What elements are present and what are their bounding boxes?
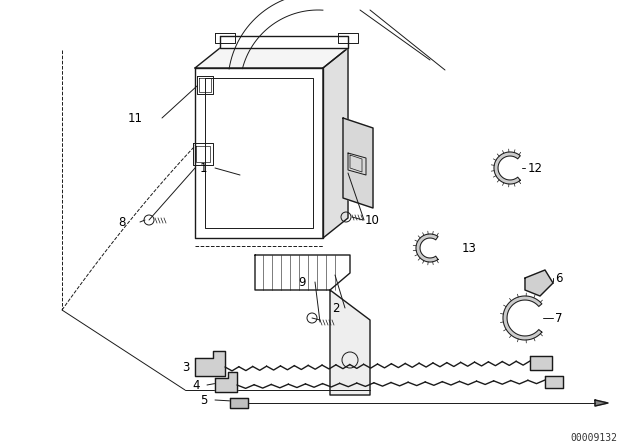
Text: 8: 8 <box>118 215 125 228</box>
Text: 4: 4 <box>192 379 200 392</box>
Text: 3: 3 <box>182 361 189 374</box>
Polygon shape <box>343 118 373 208</box>
Text: 11: 11 <box>128 112 143 125</box>
Polygon shape <box>255 255 350 290</box>
Polygon shape <box>195 68 323 238</box>
Text: 6: 6 <box>555 271 563 284</box>
Polygon shape <box>525 270 553 296</box>
Polygon shape <box>215 372 237 392</box>
Polygon shape <box>230 398 248 408</box>
Polygon shape <box>330 290 370 395</box>
Text: 13: 13 <box>462 241 477 254</box>
Polygon shape <box>494 152 520 184</box>
Polygon shape <box>503 296 542 340</box>
Text: 12: 12 <box>528 161 543 175</box>
Text: 10: 10 <box>365 214 380 227</box>
Polygon shape <box>545 376 563 388</box>
Polygon shape <box>195 351 225 376</box>
Polygon shape <box>530 356 552 370</box>
Text: 7: 7 <box>555 311 563 324</box>
Polygon shape <box>195 48 348 68</box>
Text: 2: 2 <box>332 302 339 314</box>
Polygon shape <box>220 36 348 48</box>
Text: 00009132: 00009132 <box>570 433 617 443</box>
Polygon shape <box>323 48 348 238</box>
Text: 5: 5 <box>200 393 207 406</box>
Text: 9: 9 <box>298 276 305 289</box>
Text: 1: 1 <box>200 161 207 175</box>
Polygon shape <box>595 400 608 406</box>
Polygon shape <box>416 234 438 262</box>
